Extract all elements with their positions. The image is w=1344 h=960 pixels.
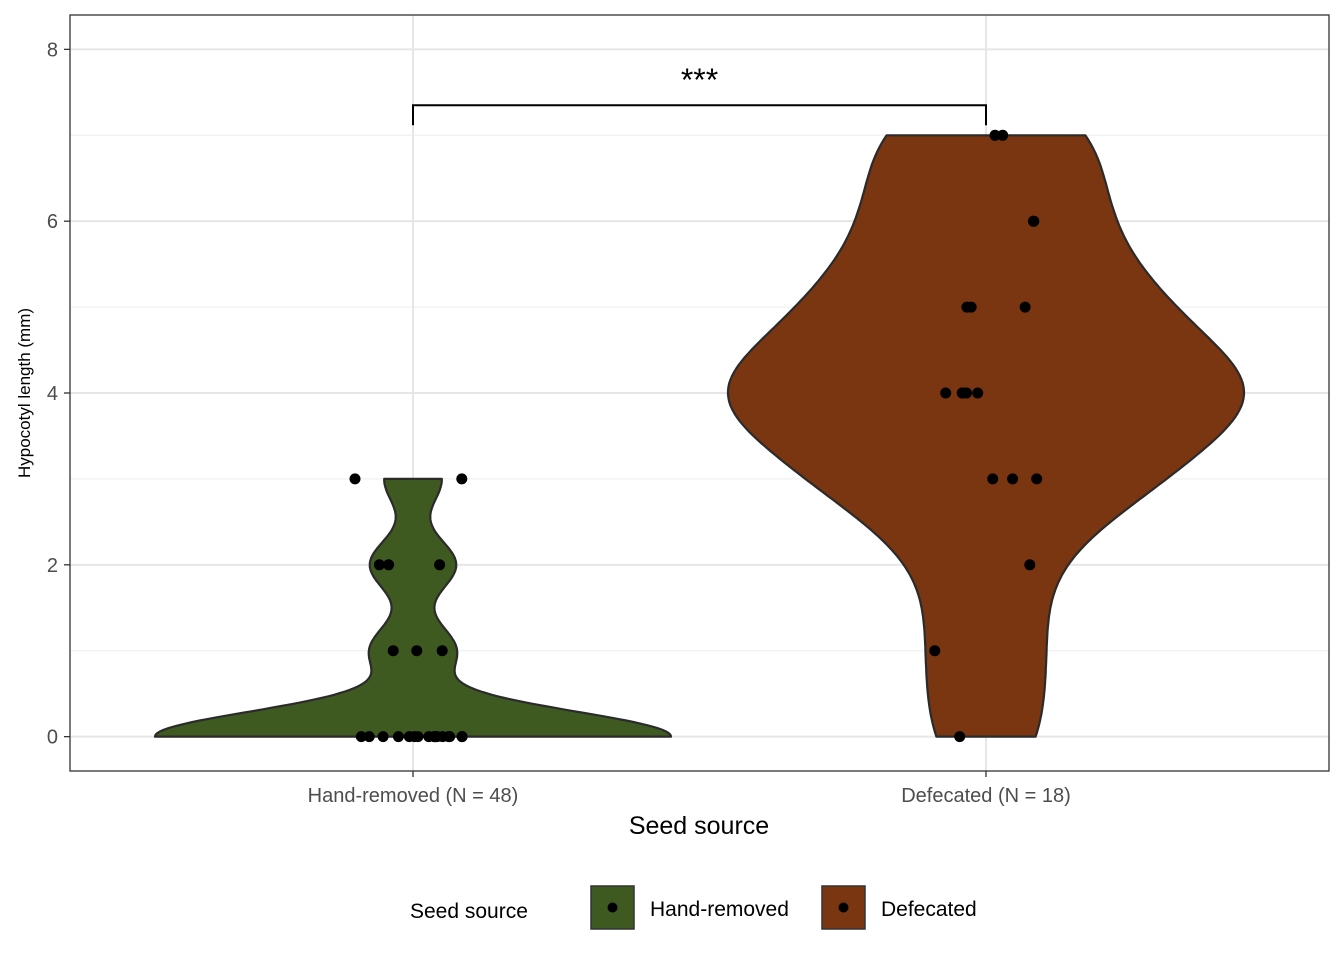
point-hand-removed-21 <box>443 731 455 743</box>
point-hand-removed-17 <box>355 731 367 743</box>
legend: Seed source Hand-removed Defecated <box>410 885 977 930</box>
x-tick-label-1: Defecated (N = 18) <box>901 785 1071 807</box>
legend-dot-hand-removed <box>607 902 618 913</box>
y-tick-label-3: 6 <box>47 211 58 233</box>
legend-key-hand-removed <box>590 885 635 930</box>
legend-dot-defecated <box>838 902 849 913</box>
point-defecated-11 <box>956 387 968 399</box>
point-hand-removed-6 <box>387 645 399 657</box>
point-hand-removed-1 <box>456 473 468 485</box>
y-tick-label-2: 4 <box>47 383 58 405</box>
point-defecated-3 <box>1027 215 1039 227</box>
point-hand-removed-4 <box>434 559 446 571</box>
violin-defecated <box>726 134 1246 738</box>
point-hand-removed-14 <box>392 731 404 743</box>
point-hand-removed-3 <box>373 559 385 571</box>
x-axis-title: Seed source <box>629 812 769 840</box>
point-hand-removed-0 <box>349 473 361 485</box>
significance-label: *** <box>681 62 718 98</box>
point-hand-removed-2 <box>383 559 395 571</box>
point-defecated-17 <box>954 731 966 743</box>
y-tick-label-4: 8 <box>47 39 58 61</box>
point-defecated-6 <box>1019 301 1031 313</box>
y-axis: 0 2 4 6 8 <box>47 39 70 749</box>
point-defecated-12 <box>1031 473 1043 485</box>
point-hand-removed-22 <box>363 731 375 743</box>
violin-hand-removed <box>153 477 673 738</box>
point-defecated-15 <box>1024 559 1036 571</box>
point-defecated-8 <box>940 387 952 399</box>
point-hand-removed-24 <box>456 731 468 743</box>
legend-item-hand-removed: Hand-removed <box>590 885 789 930</box>
point-defecated-5 <box>961 301 973 313</box>
point-defecated-10 <box>972 387 984 399</box>
legend-label-hand-removed: Hand-removed <box>650 898 789 921</box>
point-defecated-16 <box>929 645 941 657</box>
legend-item-defecated: Defecated <box>821 885 977 930</box>
point-hand-removed-23 <box>409 731 420 743</box>
legend-label-defecated: Defecated <box>881 898 977 921</box>
point-defecated-14 <box>1007 473 1019 485</box>
y-axis-title: Hypocotyl length (mm) <box>15 308 34 478</box>
point-defecated-0 <box>997 129 1009 141</box>
significance-bracket-line <box>412 104 987 126</box>
point-hand-removed-25 <box>429 731 441 743</box>
x-tick-label-0: Hand-removed (N = 48) <box>308 785 519 807</box>
point-hand-removed-5 <box>411 645 423 657</box>
y-tick-label-1: 2 <box>47 555 58 577</box>
y-tick-label-0: 0 <box>47 727 58 749</box>
point-defecated-1 <box>989 129 1001 141</box>
point-hand-removed-13 <box>377 731 389 743</box>
data-points <box>349 129 1043 743</box>
violins <box>153 134 1246 738</box>
point-defecated-13 <box>987 473 999 485</box>
significance-bracket: *** <box>412 62 987 126</box>
legend-title: Seed source <box>410 900 528 923</box>
point-hand-removed-7 <box>436 645 448 657</box>
x-axis: Hand-removed (N = 48) Defecated (N = 18) <box>308 771 1071 807</box>
